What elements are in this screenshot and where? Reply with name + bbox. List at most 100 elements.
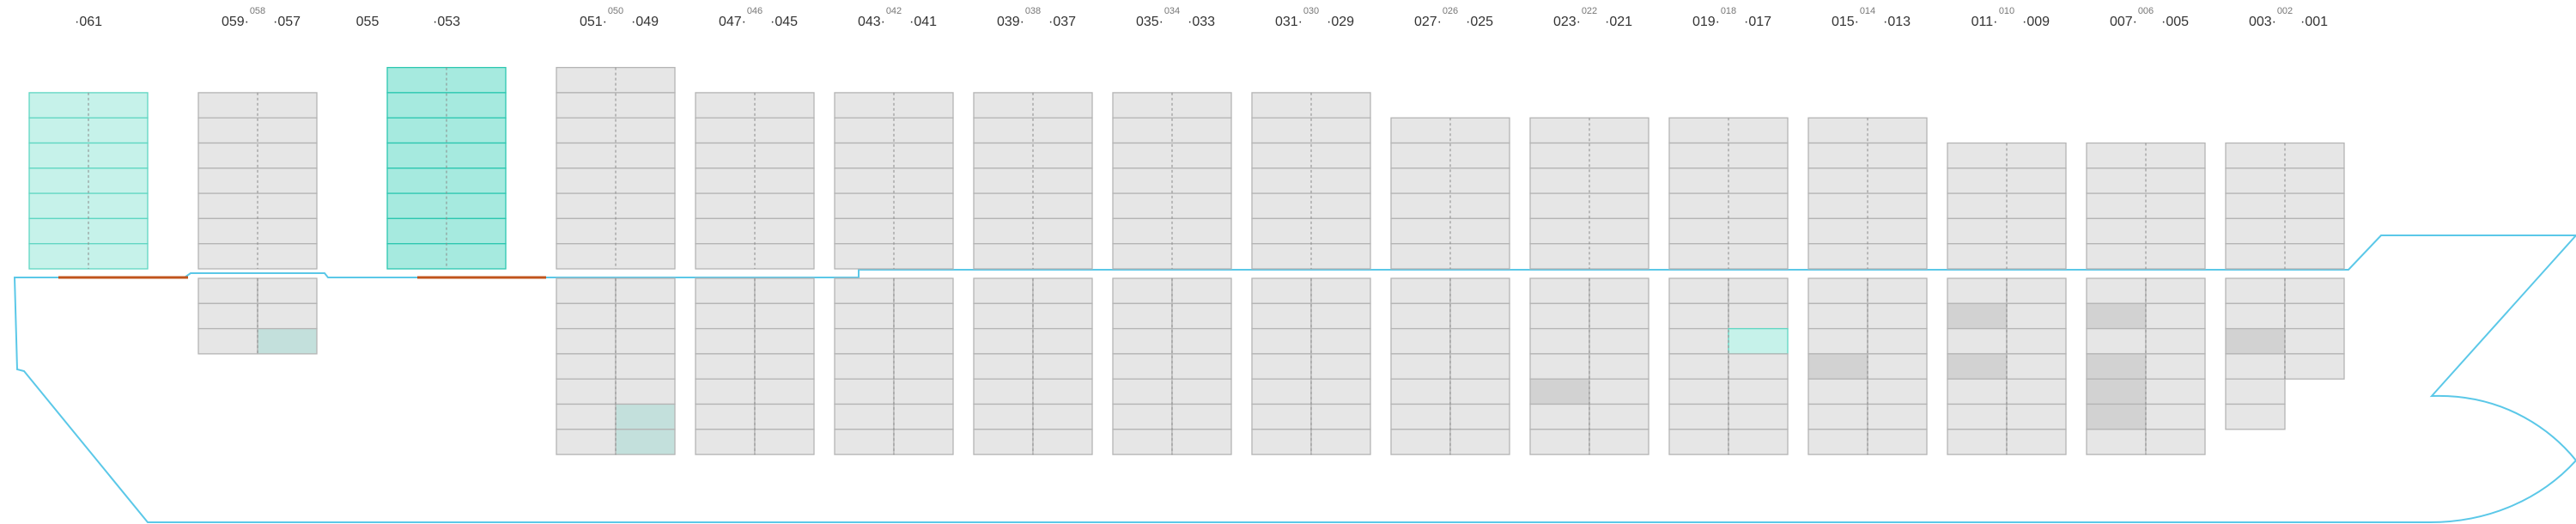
hold-slot xyxy=(1947,277,2008,304)
hold-slot xyxy=(615,302,676,330)
bay-061: ·061 xyxy=(28,15,149,270)
hold-slot xyxy=(1310,277,1371,304)
hold-slot xyxy=(1867,378,1928,405)
hold-slot xyxy=(893,327,954,355)
hold-slot xyxy=(1032,403,1093,430)
bay-039-037: 039·038 ·037 xyxy=(973,6,1093,455)
hold-slot xyxy=(1112,353,1173,380)
hold-slot xyxy=(556,378,617,405)
hold-slot xyxy=(2006,327,2067,355)
hold-slot xyxy=(1728,429,1789,455)
hold-slot xyxy=(1728,353,1789,380)
hold-slot xyxy=(1947,403,2008,430)
hold-slot xyxy=(1112,277,1173,304)
hold-slot xyxy=(1529,403,1590,430)
hold-slot xyxy=(1449,429,1510,455)
hold-slot xyxy=(2006,302,2067,330)
hold-slot xyxy=(1251,429,1312,455)
hold-slot xyxy=(1807,353,1868,380)
hold-slot xyxy=(1589,327,1649,355)
hold-slot xyxy=(556,277,617,304)
hold-slot xyxy=(1112,378,1173,405)
hold-slot xyxy=(893,302,954,330)
bay-label-left: 007· xyxy=(2110,15,2137,29)
hold-slot xyxy=(834,327,895,355)
hold-slot xyxy=(1867,327,1928,355)
hold-slot xyxy=(2006,403,2067,430)
bay-label-left: 015· xyxy=(1832,15,1859,29)
hold-slot xyxy=(1390,403,1451,430)
hold-slot xyxy=(1251,353,1312,380)
hold-slot xyxy=(973,429,1034,455)
bay-label-right: ·021 xyxy=(1605,15,1632,29)
hold-slot xyxy=(1867,353,1928,380)
hold-slot xyxy=(2145,277,2206,304)
bay-label-left: 039· xyxy=(997,15,1024,29)
hold-slot xyxy=(893,429,954,455)
hold-slot xyxy=(2145,378,2206,405)
bay-label-left: 043· xyxy=(858,15,885,29)
bay-035-033: 035·034 ·033 xyxy=(1112,6,1232,455)
hold-slot xyxy=(973,327,1034,355)
hold-slot xyxy=(2086,429,2147,455)
hold-slot xyxy=(2145,327,2206,355)
hold-slot xyxy=(2006,277,2067,304)
bay-007-005: 007·006 ·005 xyxy=(2086,6,2206,455)
bay-051-049: 051·050 ·049 xyxy=(556,6,676,455)
hold-slot xyxy=(1112,429,1173,455)
bay-label-left: 047· xyxy=(719,15,746,29)
bay-label-right: ·013 xyxy=(1883,15,1911,29)
bay-label-top: 038 xyxy=(1025,6,1041,16)
bay-label-right: ·029 xyxy=(1327,15,1354,29)
hold-slot xyxy=(1728,327,1789,355)
hold-slot xyxy=(615,429,676,455)
hold-slot xyxy=(1449,378,1510,405)
hold-slot xyxy=(1807,302,1868,330)
hold-slot xyxy=(834,277,895,304)
bay-043-041: 043·042 ·041 xyxy=(834,6,954,455)
hold-slot xyxy=(1171,327,1232,355)
hold-slot xyxy=(1171,353,1232,380)
hold-slot xyxy=(1171,302,1232,330)
bay-label-right: ·037 xyxy=(1048,15,1076,29)
hold-slot xyxy=(1251,277,1312,304)
hold-slot xyxy=(1449,327,1510,355)
bay-label-right: ·001 xyxy=(2300,15,2328,29)
bay-label-top: 010 xyxy=(1999,6,2014,16)
hold-slot xyxy=(1032,277,1093,304)
hold-slot xyxy=(695,429,756,455)
hold-slot xyxy=(754,277,815,304)
hold-slot xyxy=(834,378,895,405)
hold-slot xyxy=(1728,378,1789,405)
hold-slot xyxy=(1668,327,1729,355)
hold-slot xyxy=(1668,378,1729,405)
hold-slot xyxy=(2086,378,2147,405)
bay-label-left: 023· xyxy=(1553,15,1581,29)
bay-label-left: 031· xyxy=(1275,15,1303,29)
bay-label-top: 058 xyxy=(250,6,265,16)
hold-slot xyxy=(1529,302,1590,330)
hold-slot xyxy=(1251,403,1312,430)
hold-slot xyxy=(1112,403,1173,430)
hold-slot xyxy=(893,353,954,380)
hold-slot xyxy=(1529,277,1590,304)
hold-slot xyxy=(1390,302,1451,330)
hold-slot xyxy=(695,277,756,304)
hold-slot xyxy=(1032,327,1093,355)
hold-slot xyxy=(2086,302,2147,330)
hold-slot xyxy=(1310,429,1371,455)
hold-slot xyxy=(893,277,954,304)
hold-slot xyxy=(1668,353,1729,380)
hold-slot xyxy=(834,353,895,380)
bay-label-right: ·041 xyxy=(909,15,937,29)
hold-slot xyxy=(1390,277,1451,304)
hold-slot xyxy=(1310,327,1371,355)
hold-slot xyxy=(1171,378,1232,405)
hold-slot xyxy=(1171,403,1232,430)
hold-slot xyxy=(1589,378,1649,405)
hold-slot xyxy=(2006,429,2067,455)
hold-slot xyxy=(1390,353,1451,380)
bay-059-057: 059·058 ·057 xyxy=(197,6,318,355)
bay-label-top: 018 xyxy=(1721,6,1736,16)
